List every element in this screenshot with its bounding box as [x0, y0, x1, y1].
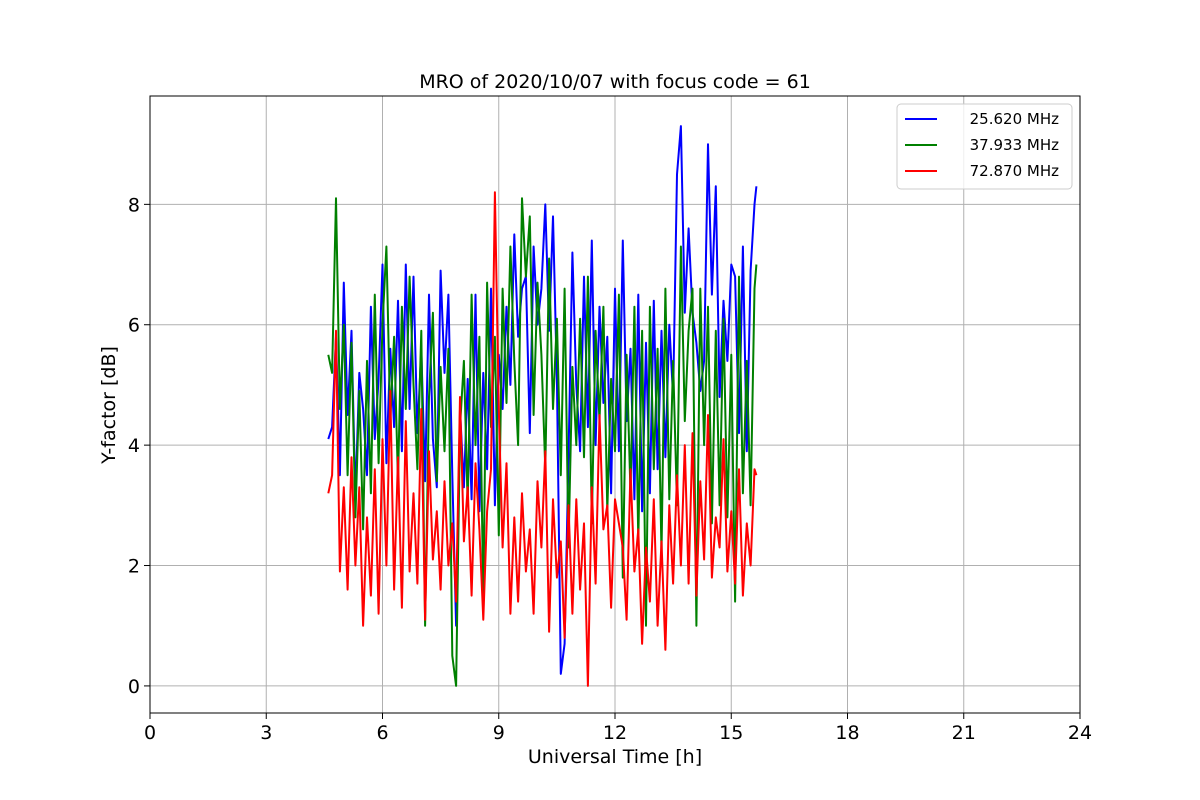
y-tick-label: 4: [128, 435, 140, 457]
y-tick-label: 0: [128, 676, 140, 698]
x-tick-label: 21: [952, 722, 976, 744]
legend-box: [896, 103, 1073, 190]
legend-label-2: 37.933 MHz: [970, 136, 1059, 154]
x-tick-label: 15: [719, 722, 743, 744]
x-tick-label: 12: [603, 722, 627, 744]
y-axis-label: Y-factor [dB]: [98, 346, 120, 465]
series-layer: [327, 125, 758, 687]
series-line-2: [327, 197, 758, 687]
y-tick-label: 6: [128, 315, 140, 337]
x-tick-label: 3: [260, 722, 272, 744]
legend-label-3: 72.870 MHz: [970, 162, 1059, 180]
series-line-3: [327, 191, 758, 687]
chart-title: MRO of 2020/10/07 with focus code = 61: [419, 71, 811, 93]
y-tick-label: 8: [128, 194, 140, 216]
x-tick-label: 0: [144, 722, 156, 744]
legend: 25.620 MHz 37.933 MHz 72.870 MHz: [896, 103, 1073, 190]
x-tick-label: 18: [835, 722, 859, 744]
x-tick-label: 9: [493, 722, 505, 744]
x-axis-label: Universal Time [h]: [528, 746, 702, 768]
y-tick-label: 2: [128, 556, 140, 578]
x-tick-label: 6: [376, 722, 388, 744]
x-tick-label: 24: [1068, 722, 1092, 744]
legend-label-1: 25.620 MHz: [970, 110, 1059, 128]
